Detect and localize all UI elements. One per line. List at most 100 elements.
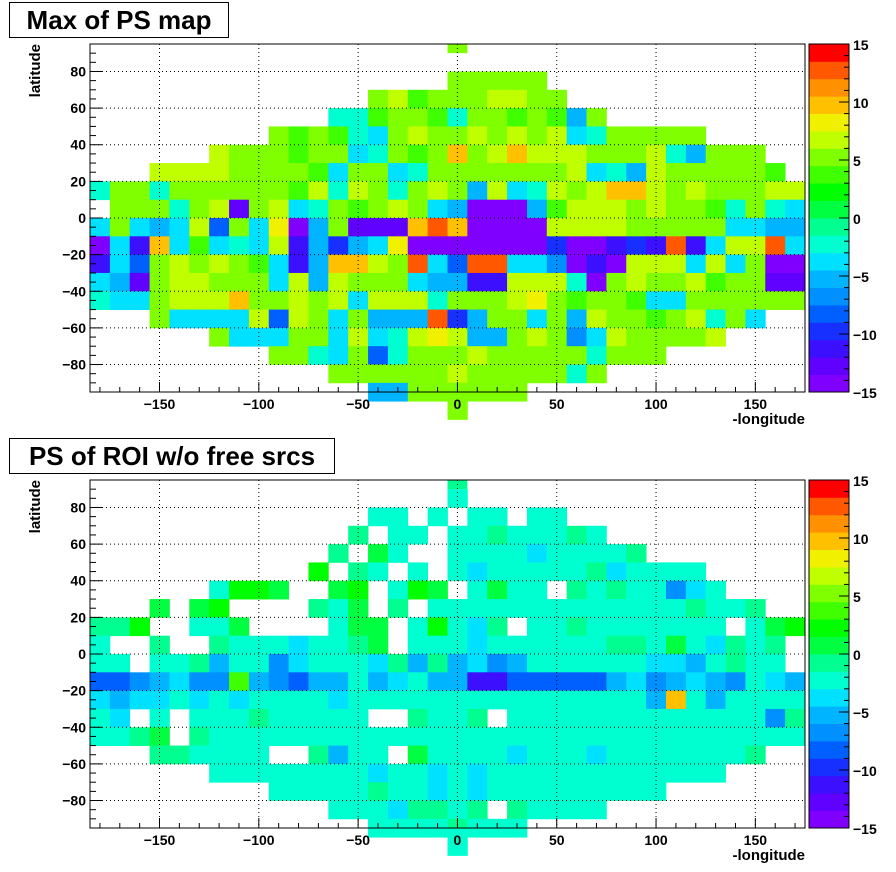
- heatmap-cell: [328, 144, 349, 164]
- heatmap-cell: [566, 364, 587, 384]
- heatmap-cell: [526, 708, 548, 728]
- heatmap-cell: [507, 108, 528, 127]
- heatmap-cell: [566, 800, 587, 820]
- heatmap-cell: [507, 199, 528, 219]
- heatmap-cell: [665, 580, 687, 600]
- heatmap-cell: [745, 654, 766, 673]
- heatmap-cell: [626, 782, 647, 801]
- heatmap-cell: [685, 199, 707, 219]
- heatmap-cell: [248, 218, 270, 237]
- heatmap-cell: [427, 654, 448, 673]
- heatmap-cell: [606, 690, 627, 710]
- heatmap-cell: [348, 745, 369, 765]
- heatmap-cell: [288, 782, 309, 801]
- heatmap-cell: [109, 291, 131, 310]
- heatmap-cell: [546, 562, 568, 582]
- heatmap-cell: [526, 126, 548, 146]
- y-tick-label: −20: [62, 683, 86, 699]
- heatmap-cell: [705, 763, 726, 783]
- heatmap-cell: [467, 126, 488, 146]
- heatmap-cell: [546, 126, 568, 146]
- heatmap-cell: [189, 254, 210, 274]
- heatmap-cell: [288, 727, 309, 746]
- heatmap-cell: [526, 745, 548, 765]
- heatmap-cell: [288, 654, 309, 673]
- heatmap-cell: [705, 291, 726, 310]
- heatmap-cell: [387, 291, 409, 310]
- heatmap-cell: [368, 346, 389, 365]
- heatmap-cell: [368, 327, 389, 347]
- color-scale-bin: [809, 339, 849, 358]
- color-scale-bin: [809, 532, 849, 550]
- heatmap-cell: [209, 254, 230, 274]
- heatmap-cell: [507, 71, 528, 91]
- heatmap-cell: [467, 544, 488, 563]
- heatmap-cells: [90, 480, 806, 856]
- heatmap-cell: [526, 218, 548, 237]
- color-scale-bin: [809, 793, 849, 811]
- heatmap-cell: [129, 254, 150, 274]
- heatmap-cell: [765, 163, 786, 182]
- heatmap-cell: [288, 199, 309, 219]
- heatmap-cell: [546, 763, 568, 783]
- color-scale-bin: [809, 688, 849, 707]
- color-scale-label: 15: [853, 37, 869, 53]
- heatmap-cell: [189, 727, 210, 746]
- heatmap-cell: [407, 291, 429, 310]
- heatmap-cell: [626, 126, 647, 146]
- heatmap-cell: [209, 181, 230, 201]
- color-scale-label: −5: [853, 269, 869, 285]
- heatmap-cell: [229, 291, 250, 310]
- heatmap-cell: [407, 708, 429, 728]
- heatmap-cell: [387, 144, 409, 164]
- y-axis-label: latitude: [27, 44, 44, 97]
- heatmap-cell: [507, 89, 528, 109]
- heatmap-cell: [447, 181, 468, 201]
- heatmap-cell: [348, 218, 369, 237]
- color-scale-bin: [809, 480, 849, 498]
- heatmap-cell: [447, 544, 468, 563]
- heatmap-cell: [586, 672, 607, 692]
- heatmap-cell: [586, 254, 607, 274]
- heatmap-cell: [646, 144, 667, 164]
- heatmap-cell: [407, 635, 429, 655]
- heatmap-cell: [507, 163, 528, 182]
- heatmap-cell: [268, 708, 290, 728]
- heatmap-cell: [765, 690, 786, 710]
- heatmap-cell: [765, 617, 786, 637]
- heatmap-cell: [209, 163, 230, 182]
- heatmap-cell: [209, 654, 230, 673]
- heatmap-cell: [705, 654, 726, 673]
- heatmap-cell: [646, 654, 667, 673]
- heatmap-cell: [248, 690, 270, 710]
- heatmap-cell: [725, 708, 746, 728]
- heatmap-cell: [248, 672, 270, 692]
- heatmap-cell: [626, 763, 647, 783]
- heatmap-cell: [507, 580, 528, 600]
- heatmap-cell: [189, 218, 210, 237]
- heatmap-cell: [685, 309, 707, 329]
- heatmap-cell: [308, 346, 329, 365]
- heatmap-cell: [606, 544, 627, 563]
- heatmap-cell: [765, 672, 786, 692]
- heatmap-cell: [566, 126, 587, 146]
- color-scale-bin: [809, 96, 849, 114]
- heatmap-cell: [109, 199, 131, 219]
- heatmap-cell: [487, 507, 508, 527]
- heatmap-cell: [467, 727, 488, 746]
- heatmap-cell: [546, 672, 568, 692]
- heatmap-cell: [268, 327, 290, 347]
- heatmap-cell: [248, 144, 270, 164]
- color-scale: −15 −10 −5 0 5 10 15: [808, 473, 877, 837]
- heatmap-cell: [189, 672, 210, 692]
- heatmap-cell: [526, 800, 548, 820]
- heatmap-cell: [546, 708, 568, 728]
- heatmap-cell: [129, 690, 150, 710]
- heatmap-cell: [566, 672, 587, 692]
- heatmap-cell: [467, 254, 488, 274]
- x-axis: −150 −100 −50 0 50 100 150-longitude: [99, 382, 805, 428]
- color-scale-bin: [809, 601, 849, 620]
- heatmap-cell: [566, 654, 587, 673]
- heatmap-cell: [368, 727, 389, 746]
- heatmap-cell: [407, 309, 429, 329]
